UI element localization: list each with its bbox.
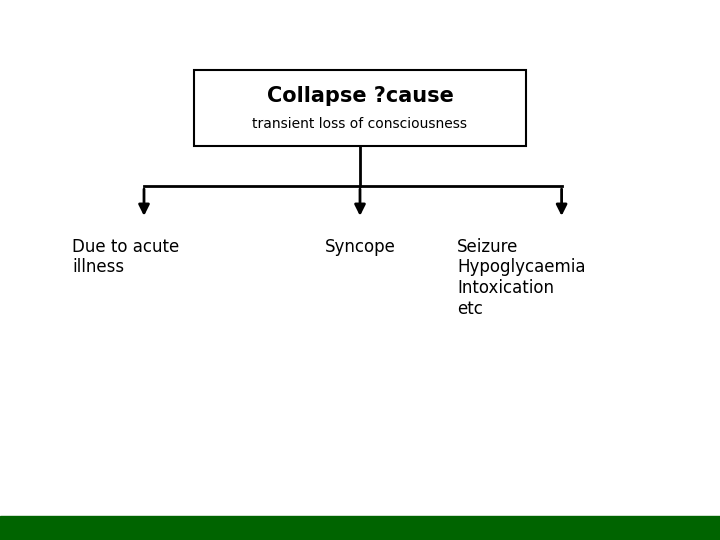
FancyBboxPatch shape [194, 70, 526, 146]
Text: Collapse ?cause: Collapse ?cause [266, 86, 454, 106]
Text: transient loss of consciousness: transient loss of consciousness [253, 117, 467, 131]
Text: Due to acute
illness: Due to acute illness [72, 238, 179, 276]
Text: Syncope: Syncope [325, 238, 395, 255]
Bar [0, 516, 720, 540]
Text: Seizure
Hypoglycaemia
Intoxication
etc: Seizure Hypoglycaemia Intoxication etc [457, 238, 585, 318]
